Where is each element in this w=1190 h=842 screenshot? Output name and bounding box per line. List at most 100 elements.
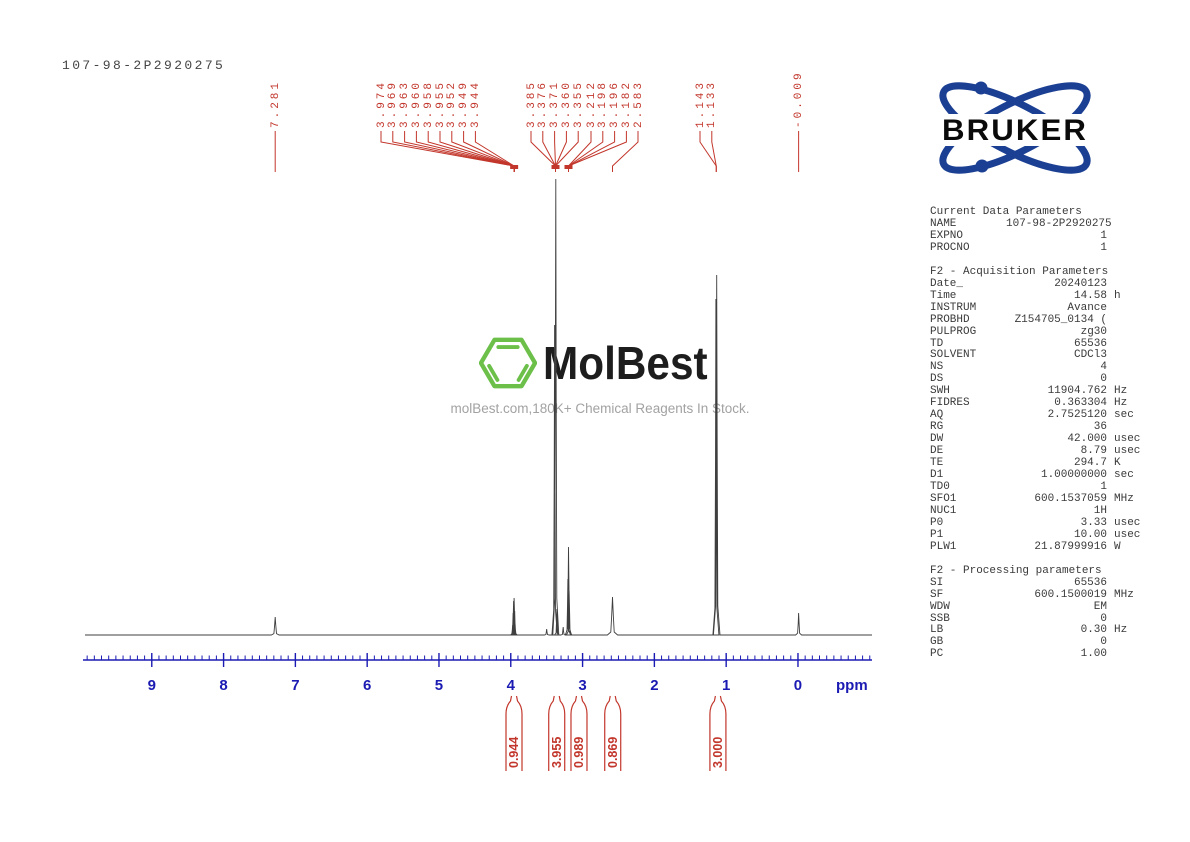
- param-label: SWH: [930, 385, 950, 398]
- param-row: Time 14.58 h: [930, 289, 1154, 303]
- param-value: 1: [1100, 241, 1107, 254]
- param-unit: [1112, 219, 1159, 231]
- param-unit: W: [1114, 540, 1121, 553]
- param-value: 0: [1100, 636, 1107, 649]
- peak-shift-label: 3.958: [422, 79, 435, 128]
- param-value: 600.1537059: [1034, 492, 1107, 505]
- param-value: 0: [1100, 612, 1107, 625]
- param-unit: h: [1114, 289, 1121, 302]
- param-value: 4: [1100, 361, 1107, 374]
- param-unit: usec: [1114, 516, 1141, 529]
- param-unit: usec: [1114, 433, 1141, 446]
- param-label: SOLVENT: [930, 349, 977, 362]
- param-row: INSTRUM Avance: [930, 301, 1154, 315]
- param-label: SF: [930, 588, 944, 601]
- x-axis-tick-label: 6: [363, 677, 372, 694]
- param-label: RG: [930, 421, 944, 434]
- param-label: NAME: [930, 217, 957, 230]
- param-section-header: F2 - Processing parameters: [930, 564, 1102, 577]
- param-row: EXPNO 1: [930, 229, 1154, 243]
- param-value: Avance: [1067, 301, 1107, 314]
- param-row: SWH 11904.762 Hz: [930, 385, 1154, 398]
- param-unit: [1107, 303, 1154, 315]
- param-row: P1 10.00 usec: [930, 528, 1154, 542]
- param-label: DW: [930, 433, 944, 446]
- param-row: SFO1 600.1537059 MHz: [930, 492, 1154, 506]
- peak-shift-label: 3.960: [410, 79, 423, 128]
- param-unit: [1107, 602, 1154, 614]
- param-unit: Hz: [1114, 385, 1128, 398]
- param-value: 14.58: [1073, 289, 1107, 302]
- param-row: NUC1 1H: [930, 505, 1154, 518]
- param-row: FIDRES 0.363304 Hz: [930, 397, 1154, 410]
- param-section: F2 - Acquisition Parameters Date_ 20240123…: [930, 266, 1154, 554]
- param-row: PROCNO 1: [930, 241, 1154, 255]
- param-row: SF 600.1500019 MHz: [930, 588, 1154, 602]
- param-unit: sec: [1114, 469, 1134, 482]
- param-row: SSB 0: [930, 612, 1154, 626]
- param-unit: [1107, 231, 1154, 243]
- param-unit: MHz: [1114, 588, 1134, 601]
- bruker-orbits-icon: [919, 81, 1111, 174]
- peak-shift-label: 7.281: [269, 79, 282, 128]
- param-value: 20240123: [1054, 277, 1107, 290]
- param-row: PROBHD Z154705_0134 (: [930, 314, 1154, 327]
- ppm-axis-unit-label: ppm: [836, 677, 868, 694]
- param-unit: usec: [1114, 445, 1141, 458]
- param-value: 2.7525120: [1047, 409, 1107, 422]
- param-value: 8.79: [1080, 445, 1107, 458]
- param-row: TD0 1: [930, 480, 1154, 494]
- x-axis-tick-label: 7: [291, 677, 300, 694]
- param-unit: Hz: [1114, 624, 1128, 637]
- x-axis-tick-label: 9: [147, 677, 156, 694]
- param-row: PULPROG zg30: [930, 325, 1154, 339]
- param-label: TE: [930, 457, 944, 470]
- param-unit: [1107, 339, 1154, 351]
- param-value: 36: [1093, 421, 1107, 434]
- x-axis-tick-label: 0: [793, 677, 803, 694]
- param-value: 0: [1100, 373, 1107, 386]
- param-unit: Hz: [1114, 397, 1128, 410]
- bruker-logo: BRUKER: [915, 72, 1115, 184]
- molbest-logo-text: MolBest: [542, 337, 708, 389]
- param-unit: sec: [1114, 409, 1134, 422]
- param-value: 21.87999916: [1034, 540, 1107, 553]
- x-axis-tick-label: 5: [434, 677, 444, 694]
- bruker-logo-text: BRUKER: [942, 114, 1088, 147]
- param-value: 1: [1100, 229, 1107, 242]
- integral-value-label: 0.869: [605, 736, 620, 768]
- param-unit: [1107, 578, 1154, 590]
- param-unit: MHz: [1114, 492, 1134, 505]
- x-axis-tick-label: 1: [722, 677, 731, 694]
- param-row: SI 65536: [930, 576, 1154, 590]
- param-row: PLW1 21.87999916 W: [930, 540, 1154, 554]
- param-row: TE 294.7 K: [930, 457, 1154, 470]
- param-row: DE 8.79 usec: [930, 445, 1154, 458]
- param-label: PULPROG: [930, 325, 977, 338]
- param-row: Date_ 20240123: [930, 277, 1154, 291]
- param-label: AQ: [930, 409, 944, 422]
- x-axis-tick-label: 8: [219, 677, 228, 694]
- param-value: 65536: [1073, 576, 1107, 589]
- param-row: D1 1.00000000 sec: [930, 469, 1154, 482]
- param-unit: usec: [1114, 528, 1141, 541]
- molbest-watermark: MolBest molBest.com,180K+ Chemical Reage…: [440, 334, 760, 416]
- param-section: F2 - Processing parameters SI 65536 SF 600.1…: [930, 564, 1154, 662]
- param-unit: K: [1114, 457, 1121, 470]
- peak-shift-label: 1.133: [706, 79, 719, 128]
- param-section: Current Data Parameters NAME 107-98-2P2920…: [930, 206, 1154, 255]
- param-row: LB 0.30 Hz: [930, 625, 1154, 637]
- param-label: SSB: [930, 612, 950, 625]
- param-label: Time: [930, 289, 957, 302]
- param-value: 65536: [1073, 337, 1107, 350]
- param-value: zg30: [1080, 325, 1107, 338]
- param-label: Date_: [930, 277, 964, 290]
- param-label: DS: [930, 373, 944, 386]
- param-value: CDCl3: [1073, 349, 1107, 362]
- x-axis-tick-label: 4: [506, 677, 515, 694]
- peak-shift-label: 3.944: [469, 79, 482, 128]
- param-label: TD: [930, 337, 944, 350]
- param-unit: [1107, 327, 1154, 339]
- param-value: 1: [1100, 480, 1107, 493]
